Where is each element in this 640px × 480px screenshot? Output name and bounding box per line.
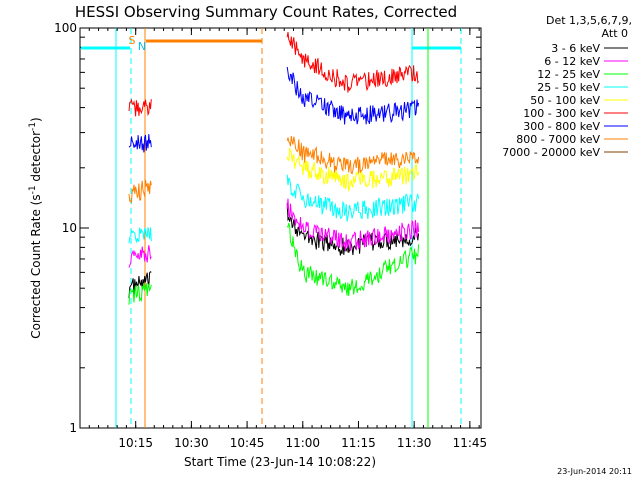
legend-label: 50 - 100 keV (530, 94, 600, 107)
marker-s-label: S (129, 34, 136, 47)
legend-label: 12 - 25 keV (537, 68, 600, 81)
x-tick-label: 11:15 (341, 436, 376, 450)
x-axis-label: Start Time (23-Jun-14 10:08:22) (184, 455, 376, 469)
series-line (286, 147, 420, 192)
y-tick-label: 100 (54, 21, 77, 35)
legend-label: 6 - 12 keV (544, 55, 600, 68)
series-lines (128, 32, 420, 305)
series-line (128, 271, 152, 299)
series-line (286, 203, 420, 256)
x-axis: 10:15 10:30 10:45 11:00 11:15 11:30 11:45 (79, 28, 488, 450)
y-tick-label: 10 (62, 221, 77, 235)
series-line (128, 282, 152, 305)
series-line (128, 227, 152, 244)
y-axis-label-sup2: -1 (28, 122, 38, 131)
y-axis: 1 10 100 (54, 21, 481, 435)
series-line (286, 174, 420, 222)
series-line (286, 198, 420, 251)
marker-n-label: N (138, 40, 146, 53)
legend-label: 25 - 50 keV (537, 81, 600, 94)
y-axis-label-pre: Corrected Count Rate (s (29, 194, 43, 338)
legend-label: 800 - 7000 keV (516, 133, 600, 146)
legend-label: 3 - 6 keV (551, 42, 600, 55)
series-line (286, 66, 420, 125)
legend-label: 100 - 300 keV (523, 107, 600, 120)
x-tick-label: 10:15 (118, 436, 153, 450)
series-line (128, 245, 152, 268)
series-line (286, 32, 420, 93)
y-axis-label-post: ) (29, 117, 43, 122)
legend-label: 7000 - 20000 keV (502, 146, 600, 159)
series-line (286, 222, 420, 297)
legend-header-line2: Att 0 (602, 27, 628, 40)
series-line (286, 136, 420, 175)
y-axis-label-sup1: -1 (28, 185, 38, 194)
series-line (128, 179, 152, 204)
y-axis-label: Corrected Count Rate (s-1 detector-1) (28, 117, 43, 338)
x-tick-label: 10:30 (174, 436, 209, 450)
legend-label: 300 - 800 keV (523, 120, 600, 133)
legend-header-line1: Det 1,3,5,6,7,9, (546, 14, 632, 27)
chart-title: HESSI Observing Summary Count Rates, Cor… (75, 3, 457, 21)
x-tick-label: 11:30 (397, 436, 432, 450)
series-line (128, 134, 152, 153)
x-tick-label: 11:00 (285, 436, 320, 450)
x-tick-label: 11:45 (453, 436, 488, 450)
footer-timestamp: 23-Jun-2014 20:11 (557, 467, 632, 476)
series-line (128, 98, 152, 117)
x-tick-label: 10:45 (230, 436, 265, 450)
y-tick-label: 1 (69, 421, 77, 435)
y-axis-label-mid: detector (29, 131, 43, 186)
plot-area: 10:15 10:30 10:45 11:00 11:15 11:30 11:45 1101… (54, 21, 487, 450)
